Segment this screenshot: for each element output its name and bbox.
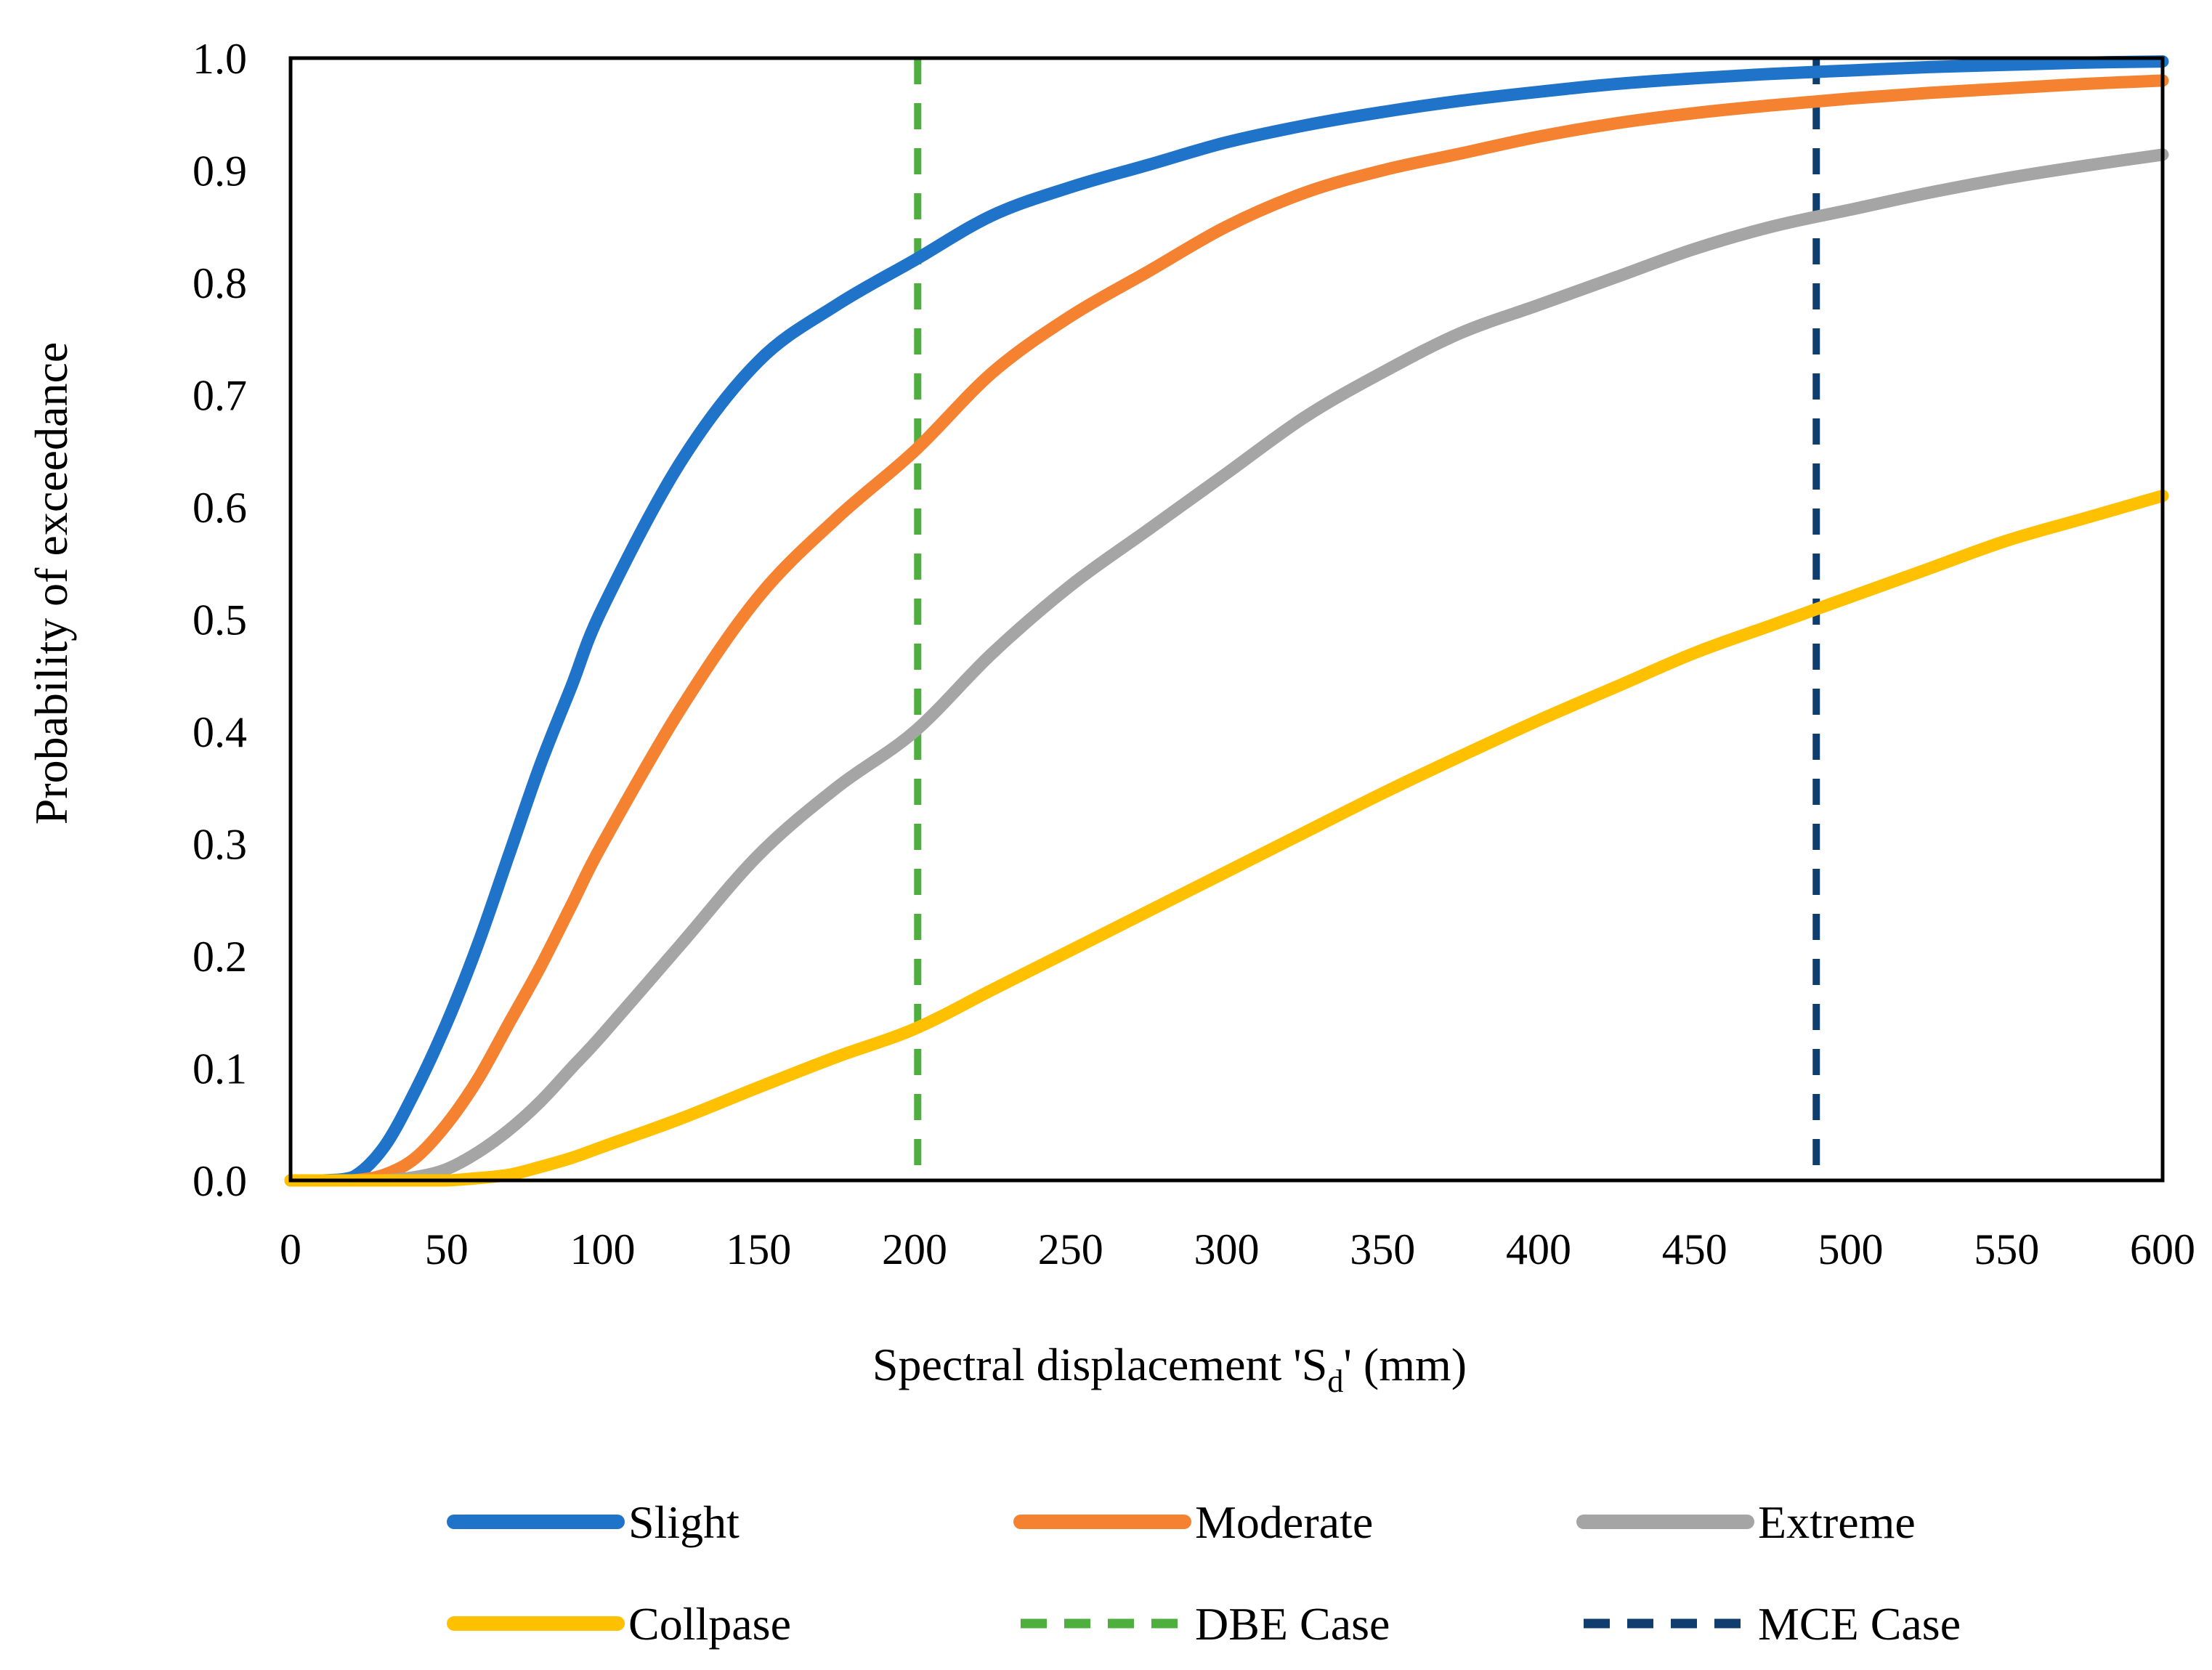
legend-label-collpase: Collpase xyxy=(628,1598,791,1650)
y-tick-label: 0.9 xyxy=(193,147,247,195)
reference-lines xyxy=(914,58,1820,1180)
x-tick-label: 100 xyxy=(570,1225,636,1273)
series-line-moderate xyxy=(284,74,2169,1187)
legend-label-moderate: Moderate xyxy=(1195,1496,1373,1548)
x-tick-label: 550 xyxy=(1974,1225,2039,1273)
x-axis-ticks: 0 50 100 150 200 250 300 350 400 450 500 550 600 xyxy=(280,1225,2195,1273)
x-tick-label: 300 xyxy=(1194,1225,1260,1273)
y-tick-label: 0.4 xyxy=(193,708,247,756)
y-axis-ticks: 0.0 0.1 0.2 0.3 0.4 0.5 0.6 0.7 0.8 0.9 1.0 xyxy=(193,35,247,1205)
series-line-extreme xyxy=(284,148,2169,1187)
series-line-collpase xyxy=(284,490,2169,1187)
x-tick-label: 250 xyxy=(1038,1225,1103,1273)
x-tick-label: 200 xyxy=(882,1225,947,1273)
y-tick-label: 0.1 xyxy=(193,1045,247,1093)
y-tick-label: 0.3 xyxy=(193,821,247,869)
legend-label-dbe-case: DBE Case xyxy=(1195,1598,1390,1650)
x-axis-title: Spectral displacement 'Sd' (mm) xyxy=(872,1339,1467,1399)
series-line-slight xyxy=(284,55,2169,1187)
x-tick-label: 600 xyxy=(2130,1225,2195,1273)
x-tick-label: 50 xyxy=(425,1225,469,1273)
series-lines xyxy=(284,55,2169,1187)
y-tick-label: 1.0 xyxy=(193,35,247,83)
y-tick-label: 0.8 xyxy=(193,259,247,307)
y-tick-label: 0.2 xyxy=(193,933,247,981)
y-tick-label: 0.7 xyxy=(193,372,247,420)
x-tick-label: 0 xyxy=(280,1225,301,1273)
x-tick-label: 450 xyxy=(1662,1225,1727,1273)
y-tick-label: 0.5 xyxy=(193,596,247,644)
y-tick-label: 0.6 xyxy=(193,484,247,532)
legend-label-slight: Slight xyxy=(628,1496,740,1548)
x-tick-label: 400 xyxy=(1506,1225,1571,1273)
y-tick-label: 0.0 xyxy=(193,1157,247,1205)
x-tick-label: 150 xyxy=(726,1225,791,1273)
x-axis-title-subscript: d xyxy=(1327,1363,1343,1399)
x-tick-label: 500 xyxy=(1818,1225,1884,1273)
y-axis-title: Probability of exceedance xyxy=(25,342,77,825)
x-tick-label: 350 xyxy=(1350,1225,1415,1273)
legend-label-extreme: Extreme xyxy=(1758,1496,1916,1548)
legend-label-mce-case: MCE Case xyxy=(1758,1598,1961,1650)
legend: Slight Moderate Extreme Collpase DBE Case MCE… xyxy=(447,1496,1961,1650)
plot-area-frame xyxy=(288,56,2165,1183)
x-axis-title-tail: ' (mm) xyxy=(1343,1339,1467,1390)
x-axis-title-main: Spectral displacement 'S xyxy=(872,1339,1327,1390)
